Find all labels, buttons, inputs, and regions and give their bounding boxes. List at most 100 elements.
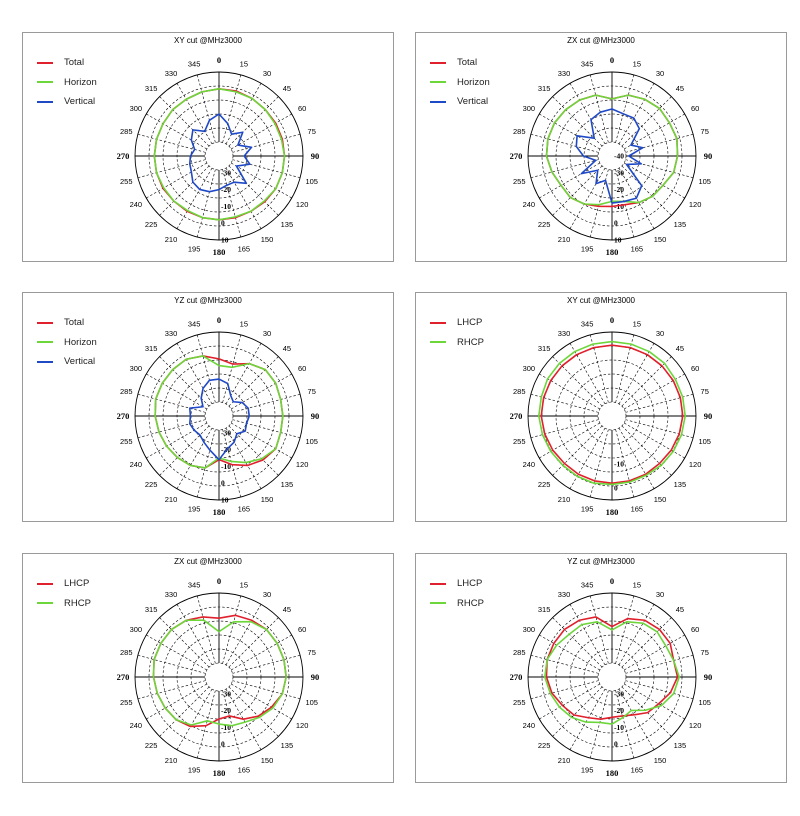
legend: LHCP RHCP bbox=[430, 574, 484, 613]
angle-label: 240 bbox=[130, 721, 143, 730]
angle-label: 120 bbox=[689, 460, 702, 469]
angle-label: 225 bbox=[538, 480, 551, 489]
angle-label: 90 bbox=[704, 411, 713, 421]
legend-label: Horizon bbox=[457, 76, 490, 88]
grid-spoke bbox=[589, 690, 609, 759]
chart-title: XY cut @MHz3000 bbox=[566, 296, 635, 305]
angle-label: 330 bbox=[165, 329, 178, 338]
legend-swatch bbox=[430, 100, 446, 103]
legend-item: RHCP bbox=[430, 594, 484, 614]
legend-label: RHCP bbox=[457, 336, 484, 348]
grid-spoke bbox=[137, 680, 206, 700]
radial-tick-label: -20 bbox=[614, 185, 624, 194]
angle-label: 165 bbox=[238, 245, 251, 254]
legend-swatch bbox=[37, 582, 53, 585]
angle-label: 0 bbox=[217, 55, 221, 65]
chart-title: XY cut @MHz3000 bbox=[173, 36, 242, 45]
angle-label: 150 bbox=[261, 756, 274, 765]
angle-label: 300 bbox=[523, 364, 536, 373]
grid-spoke bbox=[137, 654, 206, 674]
angle-label: 225 bbox=[145, 741, 158, 750]
legend-item: Total bbox=[430, 53, 490, 73]
legend: Total Horizon Vertical bbox=[430, 53, 490, 112]
legend-item: Horizon bbox=[37, 73, 97, 93]
grid-spoke bbox=[232, 419, 301, 439]
angle-label: 15 bbox=[633, 580, 641, 589]
grid-spoke bbox=[625, 159, 694, 179]
angle-label: 90 bbox=[311, 151, 320, 161]
chart-title: YZ cut @MHz3000 bbox=[174, 296, 242, 305]
angle-label: 105 bbox=[305, 698, 318, 707]
legend-label: RHCP bbox=[457, 597, 484, 609]
series-line-vertical bbox=[188, 378, 251, 461]
grid-spoke bbox=[621, 425, 672, 476]
radial-tick-label: -40 bbox=[614, 152, 624, 161]
grid-spoke bbox=[530, 159, 599, 179]
angle-label: 135 bbox=[281, 220, 294, 229]
angle-label: 285 bbox=[120, 127, 133, 136]
angle-label: 0 bbox=[217, 315, 221, 325]
legend-label: LHCP bbox=[457, 317, 483, 329]
grid-spoke bbox=[615, 595, 635, 664]
legend-label: Total bbox=[457, 57, 478, 69]
polar-plot: 0 15 30 45 60 75 90 105 120 135 150 165 180 195 210 225… bbox=[117, 55, 320, 257]
angle-label: 285 bbox=[513, 387, 526, 396]
series-line-rhcp bbox=[152, 619, 288, 727]
angle-label: 270 bbox=[510, 151, 523, 161]
angle-label: 285 bbox=[120, 387, 133, 396]
grid-spoke bbox=[137, 159, 206, 179]
angle-label: 15 bbox=[240, 59, 248, 68]
legend-swatch bbox=[430, 602, 446, 605]
legend-swatch bbox=[430, 341, 446, 344]
legend-label: LHCP bbox=[64, 578, 90, 590]
grid-spoke bbox=[196, 595, 216, 664]
angle-label: 300 bbox=[130, 625, 143, 634]
grid-circle bbox=[204, 141, 234, 171]
angle-label: 165 bbox=[238, 505, 251, 514]
legend-item: Horizon bbox=[430, 73, 490, 93]
angle-label: 300 bbox=[523, 104, 536, 113]
angle-label: 90 bbox=[704, 151, 713, 161]
angle-label: 285 bbox=[513, 648, 526, 657]
angle-label: 45 bbox=[283, 84, 291, 93]
angle-label: 60 bbox=[691, 625, 699, 634]
grid-spoke bbox=[552, 686, 603, 737]
angle-label: 270 bbox=[117, 411, 130, 421]
angle-label: 75 bbox=[308, 648, 316, 657]
angle-label: 135 bbox=[281, 741, 294, 750]
polar-panel-5: ZX cut @MHz3000 LHCP RHCP 0 15 30 45 60 75 90 105 1… bbox=[22, 553, 394, 783]
angle-label: 105 bbox=[698, 437, 711, 446]
legend: LHCP RHCP bbox=[430, 313, 484, 352]
grid-spoke bbox=[228, 617, 279, 668]
angle-label: 210 bbox=[558, 235, 571, 244]
angle-label: 0 bbox=[610, 315, 614, 325]
radial-tick-label: -30 bbox=[614, 168, 624, 177]
angle-label: 210 bbox=[165, 495, 178, 504]
angle-label: 150 bbox=[261, 235, 274, 244]
grid-spoke bbox=[552, 356, 603, 407]
legend: Total Horizon Vertical bbox=[37, 53, 97, 112]
polar-panel-6: YZ cut @MHz3000 LHCP RHCP 0 15 30 45 60 75 90 105 1… bbox=[415, 553, 787, 783]
legend-swatch bbox=[37, 321, 53, 324]
angle-label: 105 bbox=[305, 177, 318, 186]
angle-label: 45 bbox=[676, 344, 684, 353]
angle-label: 135 bbox=[674, 480, 687, 489]
angle-label: 45 bbox=[283, 605, 291, 614]
series-line-vertical bbox=[575, 108, 644, 204]
angle-label: 210 bbox=[558, 495, 571, 504]
angle-label: 150 bbox=[654, 235, 667, 244]
grid-spoke bbox=[552, 425, 603, 476]
angle-label: 300 bbox=[130, 364, 143, 373]
angle-label: 330 bbox=[558, 69, 571, 78]
angle-label: 15 bbox=[633, 59, 641, 68]
angle-label: 225 bbox=[538, 220, 551, 229]
angle-label: 30 bbox=[656, 590, 664, 599]
radial-tick-label: -20 bbox=[221, 185, 231, 194]
series-line-rhcp bbox=[538, 340, 687, 486]
legend-item: LHCP bbox=[430, 313, 484, 333]
polar-plot: 0 15 30 45 60 75 90 105 120 135 150 165 180 195 210 225… bbox=[510, 576, 713, 778]
angle-label: 195 bbox=[581, 766, 594, 775]
legend-item: Vertical bbox=[37, 352, 97, 372]
angle-label: 45 bbox=[283, 344, 291, 353]
angle-label: 120 bbox=[296, 460, 309, 469]
